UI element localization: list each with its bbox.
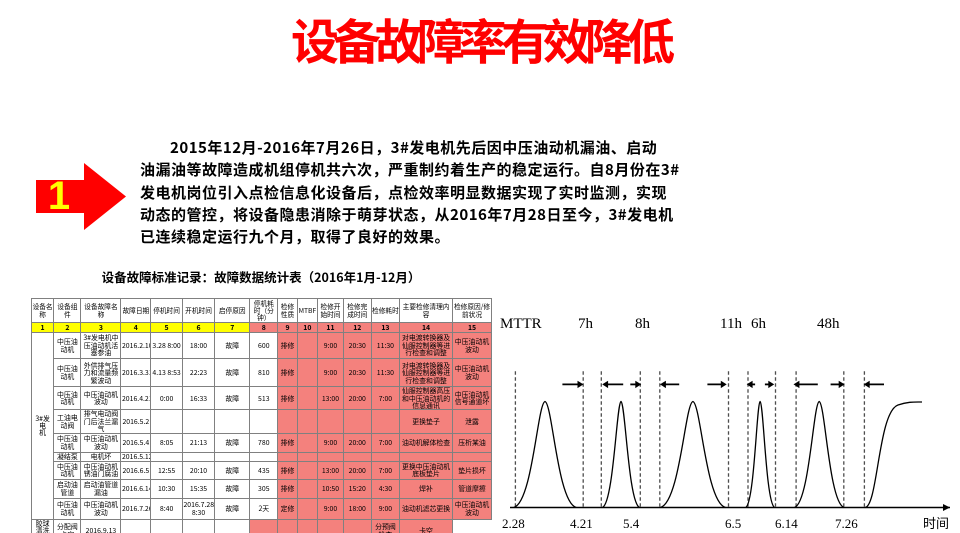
svg-text:6.14: 6.14 (775, 516, 798, 531)
svg-text:8h: 8h (635, 316, 651, 332)
svg-text:4.21: 4.21 (570, 516, 593, 531)
svg-text:时间: 时间 (923, 516, 949, 531)
svg-text:6.5: 6.5 (725, 516, 741, 531)
svg-text:48h: 48h (817, 316, 840, 332)
svg-text:6h: 6h (751, 316, 767, 332)
svg-text:MTTR: MTTR (500, 316, 542, 332)
svg-text:5.4: 5.4 (623, 516, 640, 531)
svg-text:11h: 11h (720, 316, 742, 332)
svg-text:7h: 7h (578, 316, 594, 332)
svg-text:7.26: 7.26 (835, 516, 858, 531)
svg-text:2.28: 2.28 (502, 516, 525, 531)
